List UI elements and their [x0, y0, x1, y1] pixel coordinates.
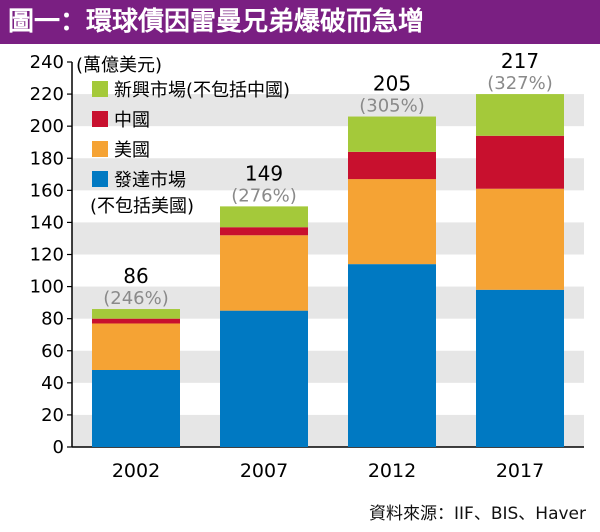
y-tick-label: 220	[30, 84, 64, 105]
y-tick-label: 60	[41, 341, 64, 362]
y-tick-label: 0	[53, 437, 64, 458]
legend-label: 新興市場(不包括中國)	[114, 80, 290, 101]
x-tick-label: 2007	[240, 460, 288, 482]
y-tick-label: 120	[30, 245, 64, 266]
y-tick-label: 200	[30, 116, 64, 137]
legend-label: 中國	[114, 110, 150, 131]
total-label: 149	[245, 161, 283, 185]
bar-segment	[476, 135, 564, 189]
source-note: 資料來源：IIF、BIS、Haver	[369, 504, 586, 524]
bar-segment	[92, 309, 180, 319]
bar-segment	[348, 264, 436, 447]
debt-stacked-bar-chart: 0 20 40 60 80 100 120 140 160 180 200 220 240 2002 (24…	[30, 49, 584, 482]
chart-title: 圖一：環球債因雷曼兄弟爆破而急增	[0, 0, 600, 44]
legend-swatch	[92, 141, 108, 157]
bar-segment	[220, 235, 308, 311]
percent-label: (327%)	[487, 73, 553, 94]
legend-label: 發達市場	[114, 170, 186, 191]
legend-swatch	[92, 81, 108, 97]
x-tick-label: 2012	[368, 460, 416, 482]
y-tick-label: 140	[30, 212, 64, 233]
bar-segment	[220, 310, 308, 447]
legend-swatch	[92, 111, 108, 127]
legend-label: 美國	[114, 140, 150, 161]
grid-band	[72, 62, 584, 95]
bar-segment	[92, 323, 180, 370]
bar-segment	[476, 188, 564, 290]
legend-swatch	[92, 171, 108, 187]
percent-label: (305%)	[359, 96, 425, 117]
y-tick-label: 100	[30, 277, 64, 298]
bar-segment	[220, 206, 308, 228]
bar-segment	[348, 151, 436, 180]
bar-segment	[476, 94, 564, 136]
y-tick-label: 180	[30, 148, 64, 169]
unit-label: (萬億美元)	[76, 55, 162, 76]
total-label: 217	[501, 49, 539, 73]
y-tick-label: 240	[30, 52, 64, 73]
bar-segment	[220, 227, 308, 236]
total-label: 205	[373, 72, 411, 96]
total-label: 86	[123, 264, 148, 288]
bar-segment	[348, 116, 436, 152]
x-tick-label: 2002	[112, 460, 160, 482]
percent-label: (246%)	[103, 288, 169, 309]
percent-label: (276%)	[231, 185, 297, 206]
y-tick-label: 20	[41, 405, 64, 426]
bar-segment	[92, 318, 180, 324]
bar-segment	[92, 370, 180, 447]
y-tick-label: 160	[30, 180, 64, 201]
bar-segment	[348, 179, 436, 265]
x-tick-label: 2017	[496, 460, 544, 482]
y-tick-label: 40	[41, 373, 64, 394]
legend-label: (不包括美國)	[90, 196, 194, 217]
bar-segment	[476, 289, 564, 447]
y-tick-label: 80	[41, 309, 64, 330]
